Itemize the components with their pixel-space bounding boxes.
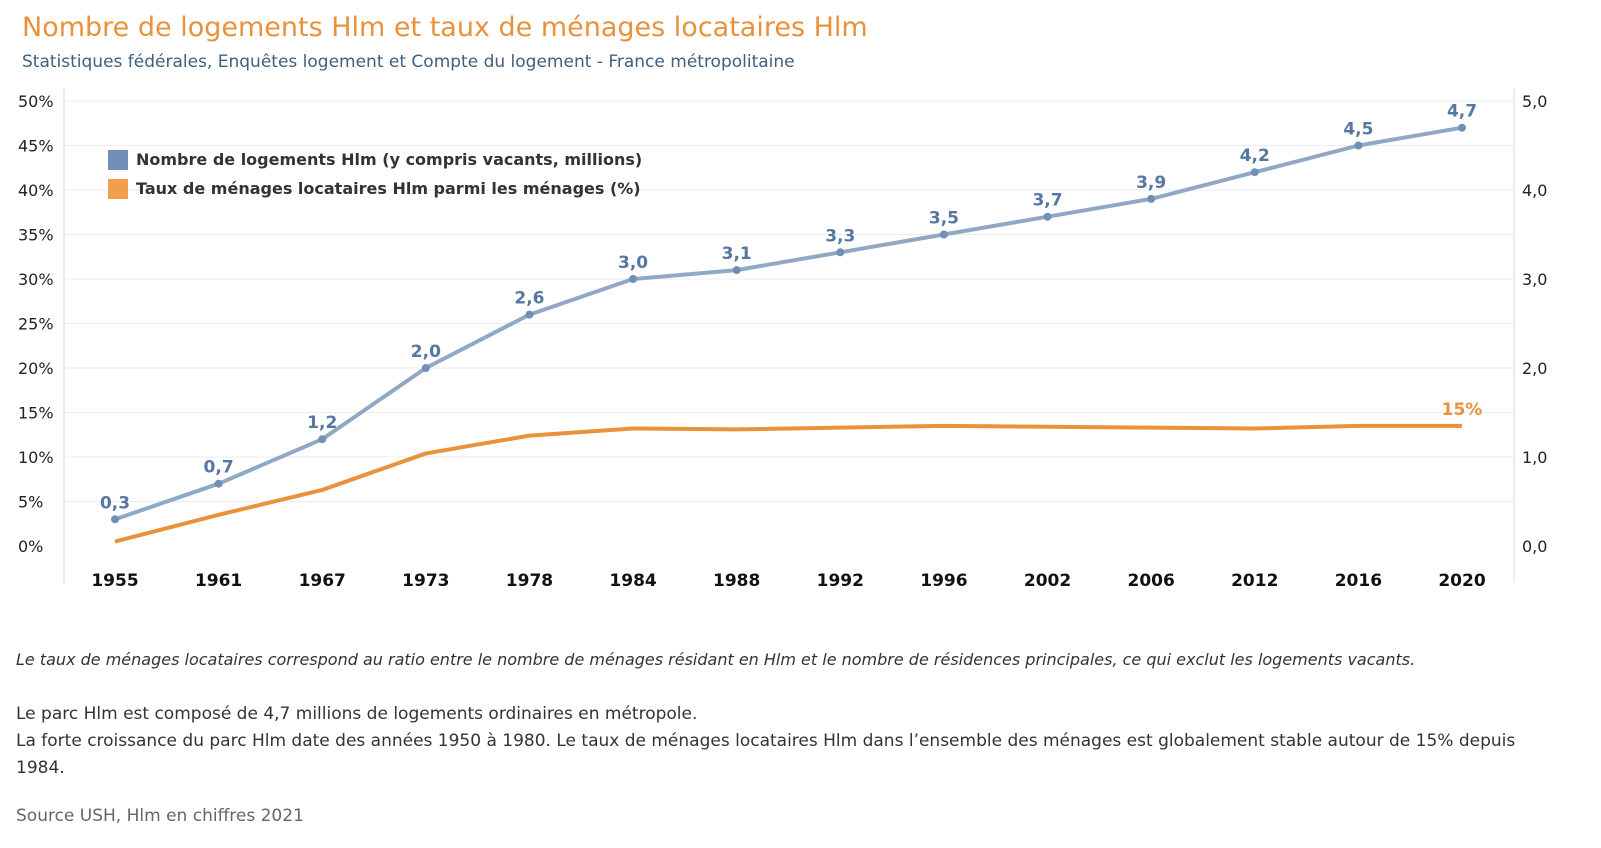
- description-line-1: Le parc Hlm est composé de 4,7 millions …: [16, 704, 698, 724]
- data-label-logements: 4,5: [1343, 120, 1373, 140]
- y-left-tick-label: 30%: [18, 270, 54, 289]
- x-tick-label: 1984: [609, 571, 656, 591]
- x-tick-label: 2012: [1231, 571, 1278, 591]
- data-point-logements: [836, 248, 845, 257]
- x-tick-label: 2006: [1127, 571, 1174, 591]
- chart-description: Le parc Hlm est composé de 4,7 millions …: [16, 701, 1561, 782]
- line-chart: 50% 45% 40% 35% 30% 25% 20% 15% 10% 5% 0% 5,0 4,0 3,0…: [18, 88, 1547, 591]
- data-label-logements: 3,7: [1032, 191, 1062, 211]
- x-tick-label: 2016: [1335, 571, 1382, 591]
- legend-label-taux: Taux de ménages locataires Hlm parmi les…: [136, 179, 641, 198]
- data-point-logements: [1250, 168, 1259, 177]
- y-left-tick-label: 25%: [18, 315, 54, 334]
- data-label-logements: 3,3: [825, 226, 855, 246]
- data-label-logements: 3,5: [929, 209, 959, 229]
- y-left-tick-label: 35%: [18, 226, 54, 245]
- y-left-tick-label: 50%: [18, 92, 54, 111]
- legend-item-logements: Nombre de logements Hlm (y compris vacan…: [108, 145, 642, 174]
- data-label-logements: 4,2: [1240, 146, 1270, 166]
- series-line-logements: [114, 125, 1463, 522]
- y-left-tick-label: 40%: [18, 181, 54, 200]
- data-label-taux-end: 15%: [1442, 400, 1483, 420]
- legend-swatch-orange: [108, 178, 128, 199]
- x-tick-label: 1955: [91, 571, 138, 591]
- data-point-logements: [525, 310, 534, 319]
- x-tick-label: 2002: [1024, 571, 1071, 591]
- data-point-logements: [1354, 141, 1363, 150]
- data-point-logements: [732, 266, 741, 275]
- x-tick-label: 1978: [506, 571, 553, 591]
- data-point-logements: [939, 230, 948, 239]
- y-left-tick-label: 5%: [18, 493, 43, 512]
- data-label-logements: 3,9: [1136, 173, 1166, 193]
- data-label-logements: 0,3: [100, 493, 130, 513]
- x-tick-label: 2020: [1438, 571, 1485, 591]
- data-label-logements: 2,6: [514, 289, 544, 309]
- y-right-tick-label: 3,0: [1522, 270, 1547, 289]
- legend-item-taux: Taux de ménages locataires Hlm parmi les…: [108, 174, 642, 203]
- x-tick-label: 1992: [817, 571, 864, 591]
- x-tick-label: 1988: [713, 571, 760, 591]
- chart-legend: Nombre de logements Hlm (y compris vacan…: [108, 145, 642, 203]
- data-point-logements: [318, 435, 327, 444]
- data-point-logements: [1043, 212, 1052, 221]
- y-left-tick-label: 45%: [18, 137, 54, 156]
- y-right-tick-label: 1,0: [1522, 448, 1547, 467]
- y-right-tick-label: 2,0: [1522, 359, 1547, 378]
- data-label-logements: 1,2: [307, 413, 337, 433]
- y-right-tick-label: 4,0: [1522, 181, 1547, 200]
- y-left-tick-label: 20%: [18, 359, 54, 378]
- data-point-logements: [111, 515, 119, 524]
- series-line-taux: [114, 423, 1462, 544]
- x-tick-label: 1961: [195, 571, 242, 591]
- chart-title: Nombre de logements Hlm et taux de ménag…: [22, 12, 868, 43]
- y-right-tick-label: 5,0: [1522, 92, 1547, 111]
- y-left-tick-label: 15%: [18, 404, 54, 423]
- data-label-logements: 4,7: [1447, 102, 1477, 122]
- chart-source: Source USH, Hlm en chiffres 2021: [16, 806, 304, 826]
- chart-footnote: Le taux de ménages locataires correspond…: [16, 650, 1416, 669]
- data-point-logements: [1458, 123, 1466, 132]
- data-label-logements: 3,1: [722, 244, 752, 264]
- y-right-tick-label: 0,0: [1522, 537, 1547, 556]
- data-label-logements: 2,0: [411, 342, 441, 362]
- data-point-logements: [421, 364, 430, 372]
- legend-swatch-blue: [108, 149, 128, 170]
- y-left-tick-label: 10%: [18, 448, 54, 467]
- chart-subtitle: Statistiques fédérales, Enquêtes logemen…: [22, 52, 795, 72]
- description-line-2: La forte croissance du parc Hlm date des…: [16, 731, 1516, 778]
- x-tick-label: 1967: [299, 571, 346, 591]
- y-left-tick-label: 0%: [18, 537, 43, 556]
- x-tick-label: 1973: [402, 571, 449, 591]
- data-point-logements: [1147, 194, 1156, 203]
- data-point-logements: [214, 479, 223, 488]
- x-tick-label: 1996: [920, 571, 967, 591]
- data-label-logements: 0,7: [204, 458, 234, 478]
- legend-label-logements: Nombre de logements Hlm (y compris vacan…: [136, 150, 643, 169]
- data-point-logements: [629, 275, 638, 283]
- data-label-logements: 3,0: [618, 253, 648, 273]
